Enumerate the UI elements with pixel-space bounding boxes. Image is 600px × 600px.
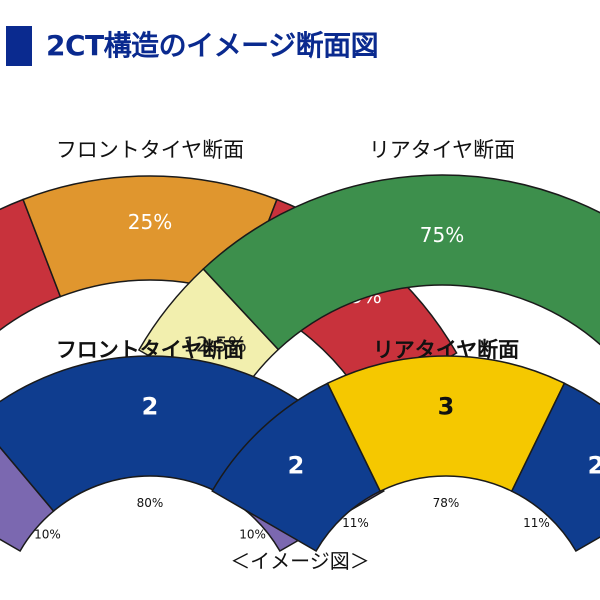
width-percent-label: 80% (137, 496, 164, 510)
segment-label: 25% (128, 210, 172, 234)
tread-segment (510, 382, 600, 553)
image-caption: ＜イメージ図＞ (230, 549, 370, 573)
segment-label: 2 (588, 452, 600, 480)
width-percent-label: 11% (342, 516, 369, 530)
width-percent-label: 11% (523, 516, 550, 530)
width-percent-label: 10% (239, 528, 266, 542)
segment-label: 3 (438, 393, 455, 421)
segment-label: 2 (288, 452, 305, 480)
section-title: フロントタイヤ断面 (56, 138, 244, 162)
header-accent-block (6, 26, 32, 66)
width-percent-label: 10% (34, 528, 61, 542)
segment-label: 75% (420, 223, 464, 247)
width-percent-label: 78% (433, 496, 460, 510)
page-header: 2CT構造のイメージ断面図 (0, 26, 600, 66)
segment-label: 2 (142, 393, 159, 421)
segment-label: 12.5% (183, 333, 247, 357)
page-title: 2CT構造のイメージ断面図 (46, 29, 379, 62)
tread-segment (202, 174, 600, 351)
section-title: リアタイヤ断面 (369, 138, 515, 162)
